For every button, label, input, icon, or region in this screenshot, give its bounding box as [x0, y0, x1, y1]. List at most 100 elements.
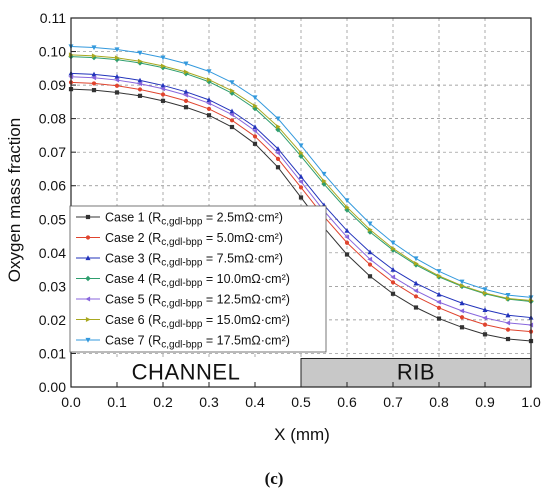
data-point	[390, 280, 396, 285]
data-point	[436, 269, 442, 274]
data-point	[91, 71, 97, 77]
data-point	[344, 204, 350, 210]
data-point	[298, 195, 304, 200]
y-tick-label: 0.10	[39, 44, 66, 60]
data-point	[160, 92, 166, 97]
data-point	[114, 56, 120, 63]
data-point	[137, 77, 143, 83]
data-point	[459, 315, 465, 320]
data-point	[298, 185, 304, 190]
data-point	[298, 150, 304, 156]
data-point	[436, 305, 442, 310]
data-point	[229, 118, 235, 123]
data-point	[367, 274, 373, 279]
x-tick-label: 0.5	[291, 394, 311, 410]
data-point	[482, 287, 488, 293]
data-point	[436, 273, 442, 279]
data-point	[482, 307, 488, 312]
data-point	[275, 165, 281, 170]
data-point	[390, 266, 396, 272]
data-point	[413, 280, 419, 286]
data-point	[252, 103, 258, 109]
data-point	[137, 50, 143, 56]
data-point	[367, 262, 373, 267]
data-point	[413, 305, 419, 310]
x-tick-label: 1.0	[521, 394, 541, 410]
data-point	[137, 60, 143, 66]
data-point	[390, 245, 396, 251]
data-point	[459, 279, 465, 285]
data-point	[321, 171, 327, 177]
data-point	[344, 227, 350, 233]
data-point	[436, 316, 442, 321]
series-7	[68, 44, 534, 301]
legend-swatch-marker	[85, 214, 91, 220]
data-point	[206, 79, 212, 85]
legend-item: Case 7 (Rc,gdl-bpp = 17.5mΩ·cm²)	[76, 334, 290, 351]
data-point	[252, 95, 258, 101]
x-tick-label: 0.1	[107, 394, 127, 410]
data-point	[275, 146, 281, 151]
data-point	[252, 141, 258, 146]
data-point	[413, 261, 419, 267]
data-point	[252, 128, 258, 134]
x-tick-label: 0.8	[429, 394, 449, 410]
data-point	[344, 198, 350, 204]
data-point	[229, 90, 235, 96]
y-tick-label: 0.01	[39, 345, 66, 361]
data-point	[91, 53, 97, 59]
legend-item: Case 3 (Rc,gdl-bpp = 7.5mΩ·cm²)	[76, 252, 283, 269]
data-point	[137, 81, 143, 87]
data-point	[183, 98, 189, 103]
data-point	[183, 92, 189, 98]
data-point	[160, 63, 166, 69]
data-point	[160, 64, 166, 71]
data-point	[183, 61, 189, 67]
data-point	[344, 234, 350, 240]
x-tick-label: 0.6	[337, 394, 357, 410]
data-point	[229, 88, 235, 94]
data-point	[413, 288, 419, 294]
legend-swatch-marker	[85, 296, 91, 302]
legend-label: Case 3 (Rc,gdl-bpp = 7.5mΩ·cm²)	[105, 252, 283, 269]
data-point	[206, 77, 212, 83]
legend-item: Case 4 (Rc,gdl-bpp = 10.0mΩ·cm²)	[76, 272, 290, 289]
data-point	[275, 127, 281, 133]
x-tick-label: 0.7	[383, 394, 403, 410]
data-point	[321, 178, 327, 184]
data-point	[505, 327, 511, 332]
y-tick-label: 0.11	[40, 10, 66, 26]
y-axis-title: Oxygen mass fraction	[5, 118, 24, 282]
legend-swatch-marker	[85, 235, 91, 240]
x-tick-label: 0.4	[245, 394, 265, 410]
y-tick-label: 0.06	[39, 178, 66, 194]
y-tick-label: 0.04	[39, 245, 66, 261]
legend-swatch-marker	[85, 337, 91, 343]
data-point	[459, 308, 465, 314]
data-point	[206, 106, 212, 112]
region-band: CHANNEL RIB	[71, 357, 532, 388]
legend-label: Case 4 (Rc,gdl-bpp = 10.0mΩ·cm²)	[105, 272, 290, 289]
series-5	[68, 74, 534, 328]
legend-label: Case 2 (Rc,gdl-bpp = 5.0mΩ·cm²)	[105, 231, 283, 248]
legend-label: Case 6 (Rc,gdl-bpp = 15.0mΩ·cm²)	[105, 313, 290, 330]
data-point	[275, 116, 281, 122]
y-tick-label: 0.07	[39, 144, 66, 160]
data-point	[206, 113, 212, 118]
legend-item: Case 2 (Rc,gdl-bpp = 5.0mΩ·cm²)	[76, 231, 283, 248]
data-point	[482, 322, 488, 327]
data-point	[114, 77, 120, 83]
y-tick-label: 0.03	[39, 278, 66, 294]
data-point	[114, 90, 120, 95]
data-point	[137, 93, 143, 98]
data-point	[229, 124, 235, 130]
data-point	[91, 45, 97, 51]
legend-box	[69, 205, 327, 353]
channel-region	[71, 358, 301, 387]
data-point	[114, 74, 120, 79]
data-point	[275, 124, 281, 130]
series-layer	[68, 44, 534, 344]
x-axis-title: X (mm)	[274, 425, 330, 444]
data-point	[505, 292, 511, 298]
